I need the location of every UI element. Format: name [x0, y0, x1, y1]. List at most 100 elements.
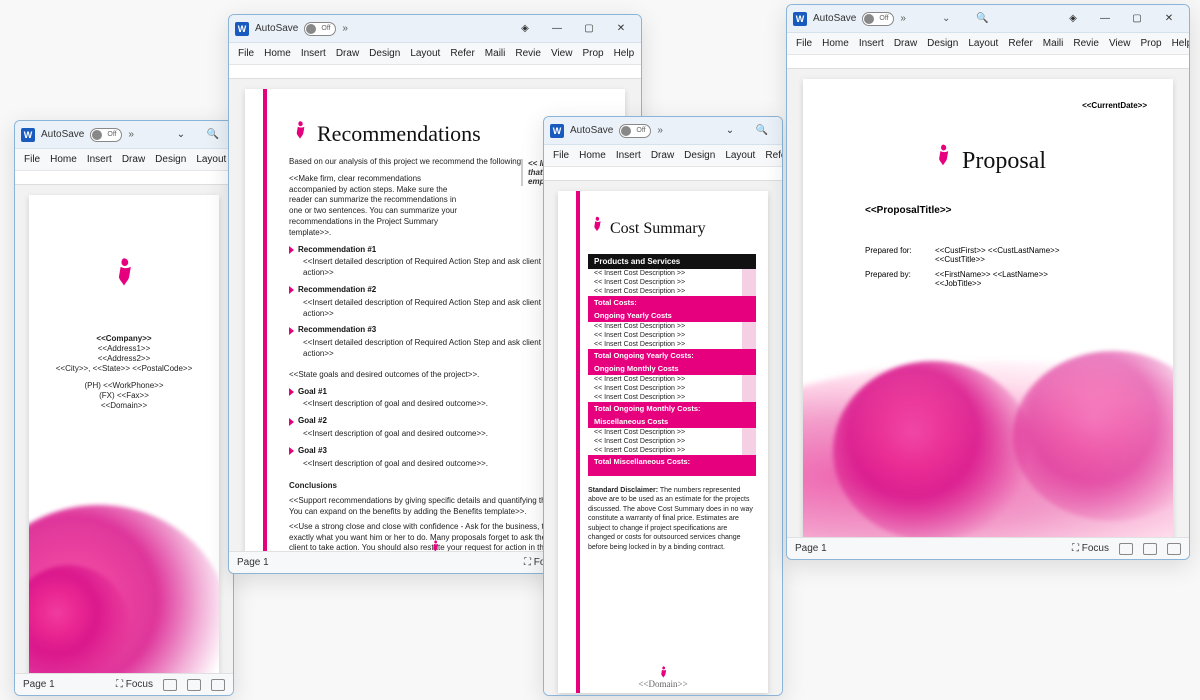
word-icon: W [793, 12, 807, 26]
table-header: Products and Services [588, 254, 756, 269]
autosave-toggle[interactable]: Off [619, 124, 651, 138]
document-area[interactable]: <<CurrentDate>> Proposal <<ProposalTitle… [787, 69, 1189, 537]
search-icon[interactable]: 🔍 [976, 13, 988, 24]
table-section [588, 468, 756, 476]
cost-cell: << Insert Cost Description >> [588, 340, 742, 349]
ribbon-tabs[interactable]: FileHomeInsertDrawDesignLayoutReferMaili… [544, 145, 782, 167]
recommendation-3: Recommendation #3 [298, 325, 376, 336]
accent-stripe [263, 89, 267, 551]
table-section: Total Ongoing Monthly Costs: [588, 402, 756, 415]
autosave-toggle[interactable]: Off [862, 12, 894, 26]
statusbar: Page 1 ⛶ Focus [787, 537, 1189, 559]
ink-splash [803, 361, 1173, 537]
ruler [787, 55, 1189, 69]
ribbon-tabs[interactable]: FileHomeInsertDrawDesignLayoutReferMaili… [229, 43, 641, 65]
word-icon: W [235, 22, 249, 36]
address2: <<Address2>> [29, 354, 219, 363]
document-area[interactable]: Cost Summary Products and Services << In… [544, 181, 782, 695]
titlebar: W AutoSave Off » ⌄ 🔍 [15, 121, 233, 149]
document-area[interactable]: <<Company>> <<Address1>> <<Address2>> <<… [15, 185, 233, 673]
word-window-company[interactable]: W AutoSave Off » ⌄ 🔍 FileHomeInsertDrawD… [14, 120, 234, 696]
table-section: Total Costs: [588, 296, 756, 309]
ink-splash [1013, 351, 1173, 521]
minimize-button[interactable]: — [541, 16, 573, 42]
goal-2: Goal #2 [298, 416, 327, 427]
titlebar: W AutoSave Off » ⌄ 🔍 ◈ — ▢ ✕ [787, 5, 1189, 33]
phone: (PH) <<WorkPhone>> [29, 381, 219, 390]
diamond-icon[interactable]: ◈ [509, 16, 541, 42]
disclaimer-heading: Standard Disclaimer: [588, 487, 658, 494]
view-mode-icon[interactable] [1167, 543, 1181, 555]
cost-cell: << Insert Cost Description >> [588, 287, 742, 296]
body-text: <<Make firm, clear recommendations accom… [289, 174, 459, 239]
page-heading: Recommendations [289, 119, 481, 147]
table-section: Total Ongoing Yearly Costs: [588, 349, 756, 362]
ink-splash [29, 565, 129, 673]
focus-mode[interactable]: ⛶ Focus [116, 679, 153, 690]
page-indicator: Page 1 [237, 557, 269, 568]
titlebar: W AutoSave Off » ⌄ 🔍 [544, 117, 782, 145]
cost-cell: << Insert Cost Description >> [588, 278, 742, 287]
search-icon[interactable]: 🔍 [746, 118, 778, 144]
table-section: Ongoing Monthly Costs [588, 362, 756, 375]
recommendation-2: Recommendation #2 [298, 285, 376, 296]
maximize-button[interactable]: ▢ [573, 16, 605, 42]
close-button[interactable]: ✕ [1153, 6, 1185, 32]
address1: <<Address1>> [29, 344, 219, 353]
cost-cell: << Insert Cost Description >> [588, 437, 742, 446]
cost-cell: << Insert Cost Description >> [588, 375, 742, 384]
bullet-icon [289, 447, 294, 455]
word-icon: W [21, 128, 35, 142]
page-footer-logo: <<Domain>> [638, 665, 687, 689]
diamond-icon[interactable]: ◈ [1057, 6, 1089, 32]
citystate: <<City>>, <<State>> <<PostalCode>> [29, 364, 219, 373]
bullet-icon [289, 246, 294, 254]
page-heading: Proposal [829, 142, 1147, 175]
cost-table: Products and Services << Insert Cost Des… [588, 254, 756, 476]
statusbar: Page 1 ⛶ Focus [15, 673, 233, 695]
autosave-label: AutoSave [41, 129, 84, 140]
bullet-icon [289, 418, 294, 426]
view-mode-icon[interactable] [163, 679, 177, 691]
view-mode-icon[interactable] [1143, 543, 1157, 555]
view-mode-icon[interactable] [211, 679, 225, 691]
search-icon[interactable]: 🔍 [197, 122, 229, 148]
cost-cell: << Insert Cost Description >> [588, 331, 742, 340]
more-icon[interactable]: » [128, 129, 134, 140]
word-window-cost-summary[interactable]: W AutoSave Off » ⌄ 🔍 FileHomeInsertDrawD… [543, 116, 783, 696]
company-field: <<Company>> [29, 334, 219, 343]
cost-cell: << Insert Cost Description >> [588, 384, 742, 393]
more-icon[interactable]: » [342, 23, 348, 34]
close-button[interactable]: ✕ [605, 16, 637, 42]
ruler [229, 65, 641, 79]
prepared-for-row: Prepared for: <<CustFirst>> <<CustLastNa… [865, 246, 1147, 264]
autosave-toggle[interactable]: Off [304, 22, 336, 36]
bullet-icon [289, 286, 294, 294]
view-mode-icon[interactable] [1119, 543, 1133, 555]
dropdown-icon[interactable]: ⌄ [942, 13, 950, 24]
dropdown-icon[interactable]: ⌄ [714, 118, 746, 144]
table-section: Ongoing Yearly Costs [588, 309, 756, 322]
maximize-button[interactable]: ▢ [1121, 6, 1153, 32]
page-footer-logo: <<Domain>> [410, 539, 459, 551]
word-window-proposal[interactable]: W AutoSave Off » ⌄ 🔍 ◈ — ▢ ✕ FileHomeIns… [786, 4, 1190, 560]
view-mode-icon[interactable] [187, 679, 201, 691]
page-heading: Cost Summary [588, 215, 706, 238]
minimize-button[interactable]: — [1089, 6, 1121, 32]
ribbon-tabs[interactable]: FileHomeInsertDrawDesignLayoutReferMaili… [787, 33, 1189, 55]
autosave-toggle[interactable]: Off [90, 128, 122, 142]
focus-mode[interactable]: ⛶ Focus [1072, 543, 1109, 554]
autosave-label: AutoSave [570, 125, 613, 136]
cost-cell: << Insert Cost Description >> [588, 322, 742, 331]
page-indicator: Page 1 [23, 679, 55, 690]
bullet-icon [289, 327, 294, 335]
page-indicator: Page 1 [795, 543, 827, 554]
domain: <<Domain>> [29, 401, 219, 410]
dropdown-icon[interactable]: ⌄ [165, 122, 197, 148]
more-icon[interactable]: » [657, 125, 663, 136]
cost-cell: << Insert Cost Description >> [588, 428, 742, 437]
ribbon-tabs[interactable]: FileHomeInsertDrawDesignLayoutReferMaili [15, 149, 233, 171]
more-icon[interactable]: » [900, 13, 906, 24]
cost-cell: << Insert Cost Description >> [588, 269, 742, 278]
ink-splash [29, 505, 219, 673]
